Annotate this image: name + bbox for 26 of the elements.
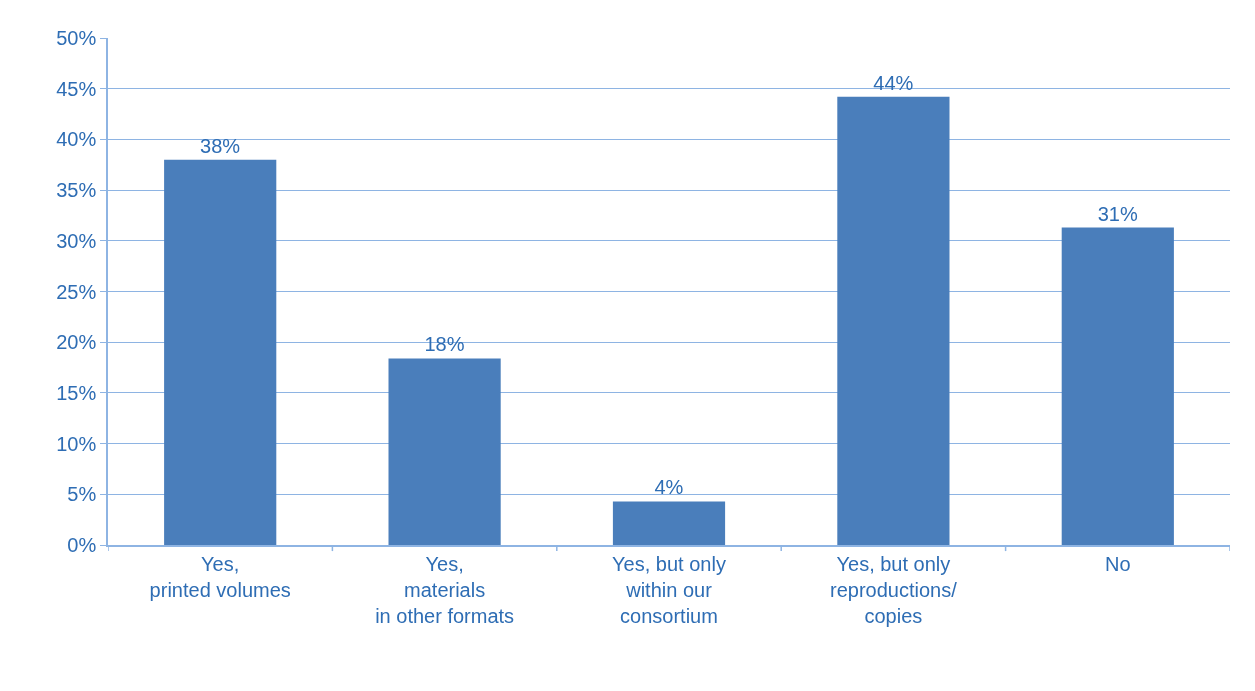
y-tick-label: 25%	[56, 280, 97, 303]
y-tick-label: 30%	[56, 229, 97, 252]
data-label: 44%	[873, 71, 914, 94]
x-tick-label: Yes, but only within our consortium	[612, 552, 726, 627]
data-label: 38%	[200, 134, 241, 157]
y-tick-label: 0%	[67, 534, 97, 556]
y-tick-label: 40%	[56, 128, 97, 151]
data-label: 4%	[654, 476, 684, 499]
y-tick-label: 20%	[56, 331, 97, 354]
bar	[1061, 227, 1174, 545]
y-tick-label: 15%	[56, 381, 97, 404]
bar	[164, 159, 277, 545]
bar	[388, 358, 501, 545]
bar	[612, 501, 726, 545]
y-tick-label: 35%	[56, 179, 97, 202]
bar	[837, 96, 950, 545]
y-tick-label: 50%	[56, 27, 97, 49]
x-tick-label: Yes, materials in other formats	[375, 552, 515, 627]
x-tick-label: Yes, but only reproductions/ copies	[830, 552, 958, 627]
x-tick-label: Yes, printed volumes	[149, 552, 291, 601]
y-tick-label: 45%	[56, 77, 97, 100]
data-label: 31%	[1097, 202, 1138, 225]
data-label: 18%	[424, 333, 465, 356]
y-tick-label: 10%	[56, 432, 97, 455]
y-tick-label: 5%	[67, 483, 97, 506]
x-tick-label: No	[1105, 552, 1131, 575]
